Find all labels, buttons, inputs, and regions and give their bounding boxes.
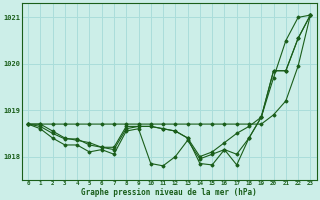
X-axis label: Graphe pression niveau de la mer (hPa): Graphe pression niveau de la mer (hPa) [81,188,257,197]
